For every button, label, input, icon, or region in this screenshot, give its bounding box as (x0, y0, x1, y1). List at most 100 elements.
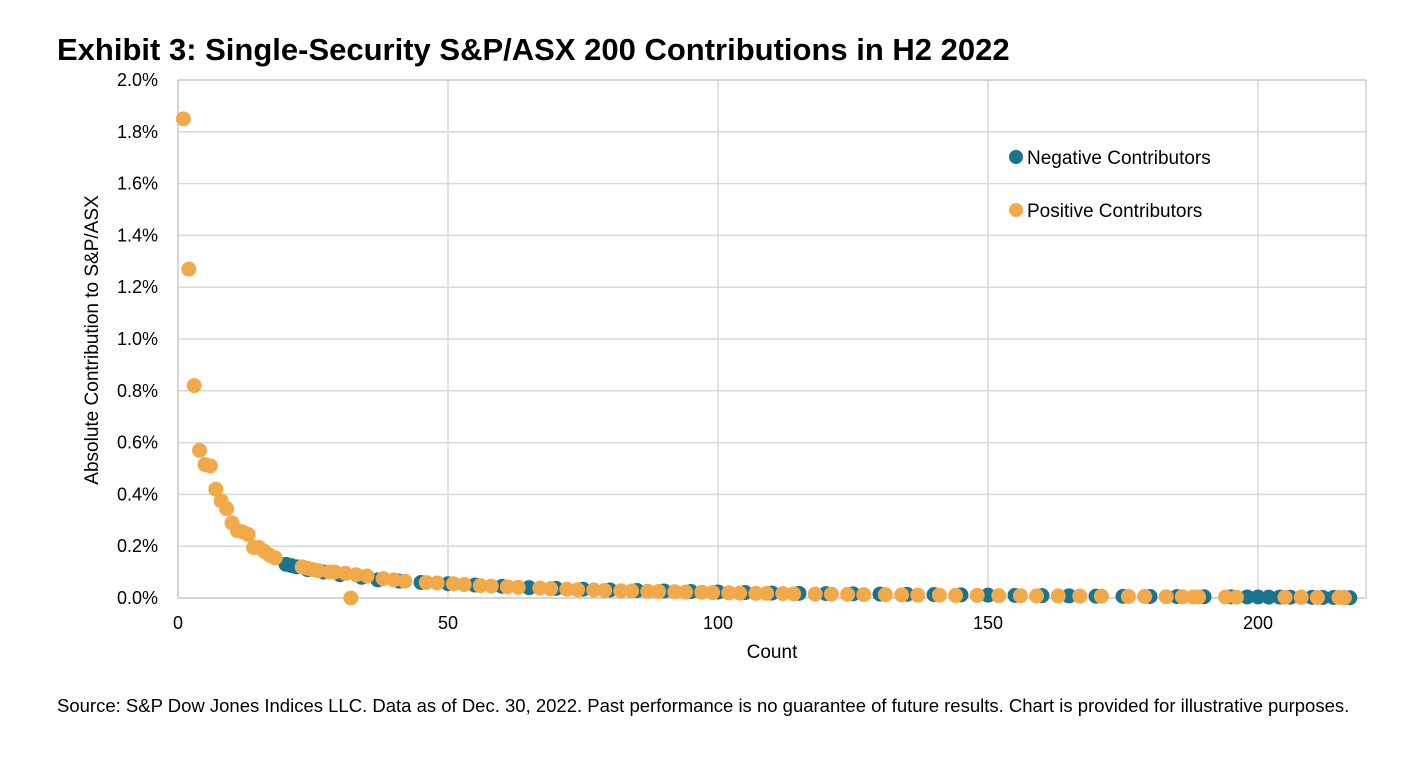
data-point (823, 586, 839, 602)
scatter-chart: 0.0% 0.2% 0.4% 0.6% 0.8% 1.0% 1.2% 1.4% 1.6% 1.8%… (82, 70, 1367, 663)
x-axis-label: Count (747, 642, 798, 663)
data-point (1239, 589, 1255, 605)
data-point (759, 585, 775, 601)
y-tick-label: 0.4% (117, 484, 158, 504)
x-axis-ticks: 0 50 100 150 200 (173, 613, 1273, 633)
y-axis-label: Absolute Contribution to S&P/ASX (82, 195, 103, 485)
data-point (456, 577, 472, 593)
data-point (1137, 588, 1153, 604)
data-point (1218, 589, 1234, 605)
legend: Negative Contributors Positive Contributo… (1009, 148, 1211, 222)
data-point (445, 576, 461, 592)
data-point (532, 580, 548, 596)
data-point (721, 585, 737, 601)
data-point (483, 578, 499, 594)
data-point (219, 501, 235, 517)
data-point (694, 584, 710, 600)
data-point (1158, 589, 1174, 605)
data-point (1093, 588, 1109, 604)
data-point (1191, 589, 1207, 605)
data-point (1120, 588, 1136, 604)
legend-label: Positive Contributors (1027, 201, 1202, 222)
y-tick-label: 0.2% (117, 536, 158, 556)
data-point (856, 587, 872, 603)
x-tick-label: 150 (973, 613, 1003, 633)
y-tick-label: 0.6% (117, 433, 158, 453)
data-point (397, 573, 413, 589)
data-point (807, 586, 823, 602)
legend-marker (1009, 203, 1023, 217)
y-tick-label: 0.0% (117, 588, 158, 608)
x-tick-label: 0 (173, 613, 183, 633)
source-footnote: Source: S&P Dow Jones Indices LLC. Data … (57, 695, 1350, 716)
data-point (586, 582, 602, 598)
y-tick-label: 1.6% (117, 174, 158, 194)
data-point (1050, 588, 1066, 604)
data-point (175, 111, 191, 127)
data-point (894, 587, 910, 603)
data-point (1277, 589, 1293, 605)
data-point (786, 586, 802, 602)
y-tick-label: 1.2% (117, 277, 158, 297)
data-point (543, 581, 559, 597)
data-point (748, 585, 764, 601)
data-point (192, 442, 208, 458)
data-point (1029, 588, 1045, 604)
x-tick-label: 100 (703, 613, 733, 633)
data-point (559, 581, 575, 597)
data-point (202, 458, 218, 474)
data-point (775, 586, 791, 602)
data-point (948, 587, 964, 603)
chart-title: Exhibit 3: Single-Security S&P/ASX 200 C… (57, 32, 1010, 67)
data-point (651, 584, 667, 600)
y-tick-label: 1.4% (117, 225, 158, 245)
data-point (429, 575, 445, 591)
data-point (418, 574, 434, 590)
data-point (991, 588, 1007, 604)
data-point (472, 578, 488, 594)
x-tick-label: 50 (438, 613, 458, 633)
data-point (840, 586, 856, 602)
x-tick-label: 200 (1243, 613, 1273, 633)
data-point (980, 587, 996, 603)
data-points (175, 111, 1358, 606)
data-point (877, 587, 893, 603)
data-point (597, 582, 613, 598)
data-point (186, 378, 202, 394)
data-point (499, 579, 515, 595)
y-tick-label: 1.8% (117, 122, 158, 142)
data-point (521, 580, 537, 596)
data-point (208, 481, 224, 497)
data-point (510, 579, 526, 595)
data-point (359, 568, 375, 584)
data-point (1250, 589, 1266, 605)
data-point (969, 587, 985, 603)
data-point (1061, 588, 1077, 604)
data-point (624, 583, 640, 599)
data-point (667, 584, 683, 600)
data-point (1012, 588, 1028, 604)
data-point (1309, 589, 1325, 605)
data-point (1261, 589, 1277, 605)
data-point (267, 550, 283, 566)
series-positive (175, 111, 1352, 606)
data-point (1336, 590, 1352, 606)
y-tick-label: 1.0% (117, 329, 158, 349)
data-point (1174, 589, 1190, 605)
data-point (240, 527, 256, 543)
data-point (678, 584, 694, 600)
data-point (1072, 588, 1088, 604)
y-axis-ticks: 0.0% 0.2% 0.4% 0.6% 0.8% 1.0% 1.2% 1.4% 1.6% 1.8%… (117, 70, 158, 608)
legend-marker (1009, 150, 1023, 164)
legend-label: Negative Contributors (1027, 148, 1211, 169)
data-point (1293, 589, 1309, 605)
data-point (705, 585, 721, 601)
y-tick-label: 2.0% (117, 70, 158, 90)
y-tick-label: 0.8% (117, 381, 158, 401)
data-point (181, 261, 197, 277)
data-point (910, 587, 926, 603)
data-point (343, 590, 359, 606)
data-point (613, 583, 629, 599)
data-point (1228, 589, 1244, 605)
data-point (732, 585, 748, 601)
